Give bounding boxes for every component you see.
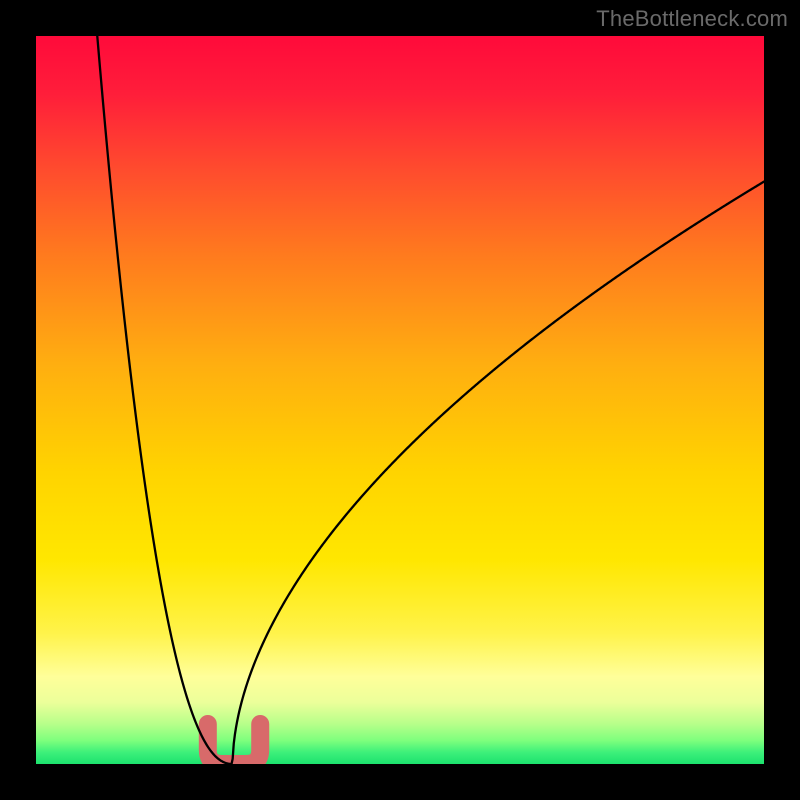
chart-stage: TheBottleneck.com <box>0 0 800 800</box>
plot-area <box>36 36 764 764</box>
watermark-text: TheBottleneck.com <box>596 6 788 32</box>
plot-svg <box>36 36 764 764</box>
gradient-background <box>36 36 764 764</box>
